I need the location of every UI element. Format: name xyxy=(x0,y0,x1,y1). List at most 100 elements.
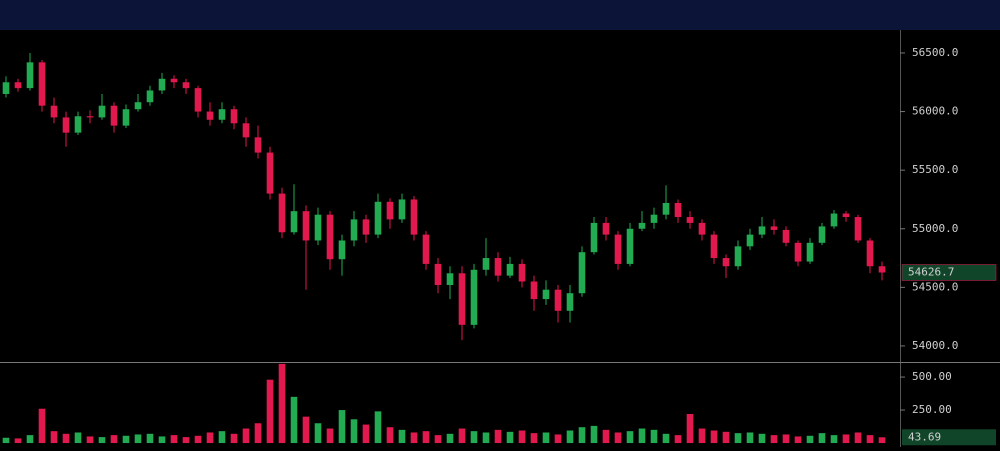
volume-bar xyxy=(854,432,862,444)
candle-body xyxy=(542,289,550,300)
volume-bar xyxy=(698,428,706,444)
volume-bar xyxy=(122,435,130,444)
candle-body xyxy=(146,90,154,103)
volume-bar xyxy=(722,431,730,444)
last-price-box xyxy=(901,264,997,281)
volume-bar xyxy=(842,434,850,444)
candle-body xyxy=(266,152,274,194)
volume-bar xyxy=(602,429,610,444)
candle-body xyxy=(338,240,346,260)
top-bar xyxy=(0,0,1000,30)
candle-body xyxy=(362,219,370,235)
candle-body xyxy=(50,105,58,118)
volume-bar xyxy=(134,434,142,444)
candle-body xyxy=(734,246,742,267)
y-tick-label: 55000.0 xyxy=(912,222,958,235)
candle-body xyxy=(122,109,130,126)
volume-bar xyxy=(446,433,454,444)
volume-bar xyxy=(662,433,670,444)
candle-body xyxy=(242,123,250,138)
candle-body xyxy=(290,211,298,233)
candle-body xyxy=(110,105,118,126)
volume-bar xyxy=(26,435,34,444)
candle-body xyxy=(218,109,226,120)
volume-bar xyxy=(266,379,274,444)
volume-bar xyxy=(50,431,58,444)
volume-bar xyxy=(818,433,826,444)
volume-bar xyxy=(38,408,46,444)
volume-bar xyxy=(434,435,442,444)
candle-body xyxy=(806,242,814,262)
candle-body xyxy=(818,226,826,243)
candle-body xyxy=(602,222,610,235)
candle-body xyxy=(170,78,178,83)
candle-body xyxy=(530,281,538,300)
candle-body xyxy=(554,289,562,311)
volume-bar xyxy=(14,438,22,444)
candle-body xyxy=(182,82,190,89)
volume-tick-label: 250.00 xyxy=(912,403,952,416)
volume-bar xyxy=(482,432,490,444)
volume-bar xyxy=(254,423,262,444)
volume-bar xyxy=(770,435,778,444)
candle-body xyxy=(758,226,766,235)
volume-bar xyxy=(734,433,742,444)
candle-body xyxy=(770,226,778,230)
candle-body xyxy=(746,234,754,247)
volume-bar xyxy=(98,437,106,444)
volume-bar xyxy=(422,431,430,444)
candle-body xyxy=(38,62,46,106)
volume-bar xyxy=(866,435,874,444)
candle-body xyxy=(410,199,418,235)
last-volume-label: 43.69 xyxy=(908,430,941,443)
candle-body xyxy=(854,217,862,241)
candle-body xyxy=(74,116,82,133)
volume-bar xyxy=(710,430,718,444)
candle-body xyxy=(86,116,94,118)
volume-bar xyxy=(458,428,466,444)
volume-bar xyxy=(638,428,646,444)
volume-bar xyxy=(410,432,418,444)
volume-bar xyxy=(494,429,502,444)
volume-bar xyxy=(74,432,82,444)
candle-body xyxy=(434,263,442,286)
volume-bar xyxy=(518,430,526,444)
volume-bar xyxy=(542,432,550,444)
volume-bar xyxy=(158,436,166,444)
volume-bar xyxy=(758,433,766,444)
volume-bar xyxy=(326,428,334,444)
candle-body xyxy=(386,201,394,220)
volume-bar xyxy=(386,427,394,444)
volume-bar xyxy=(794,436,802,444)
candle-body xyxy=(686,217,694,223)
candle-body xyxy=(650,214,658,223)
volume-bar xyxy=(110,435,118,444)
candle-body xyxy=(506,263,514,276)
candle-body xyxy=(842,213,850,218)
candle-body xyxy=(158,78,166,91)
volume-bar xyxy=(470,431,478,444)
volume-bar xyxy=(650,429,658,444)
volume-bar xyxy=(146,433,154,444)
candle-body xyxy=(374,201,382,235)
candle-body xyxy=(14,82,22,89)
candle-body xyxy=(830,213,838,227)
y-tick-label: 55500.0 xyxy=(912,163,958,176)
candle-body xyxy=(254,137,262,153)
candle-body xyxy=(398,199,406,220)
volume-bar xyxy=(362,424,370,444)
volume-bar xyxy=(86,436,94,444)
volume-bar xyxy=(614,432,622,444)
candle-body xyxy=(566,293,574,311)
volume-bar xyxy=(350,419,358,444)
volume-bar xyxy=(554,434,562,444)
volume-bar xyxy=(242,428,250,444)
volume-bar xyxy=(686,414,694,444)
volume-bar xyxy=(830,435,838,444)
volume-bar xyxy=(302,416,310,444)
candle-body xyxy=(518,263,526,282)
volume-bar xyxy=(230,433,238,444)
last-volume-box xyxy=(902,429,996,446)
y-tick-label: 54500.0 xyxy=(912,280,958,293)
candle-body xyxy=(350,219,358,241)
